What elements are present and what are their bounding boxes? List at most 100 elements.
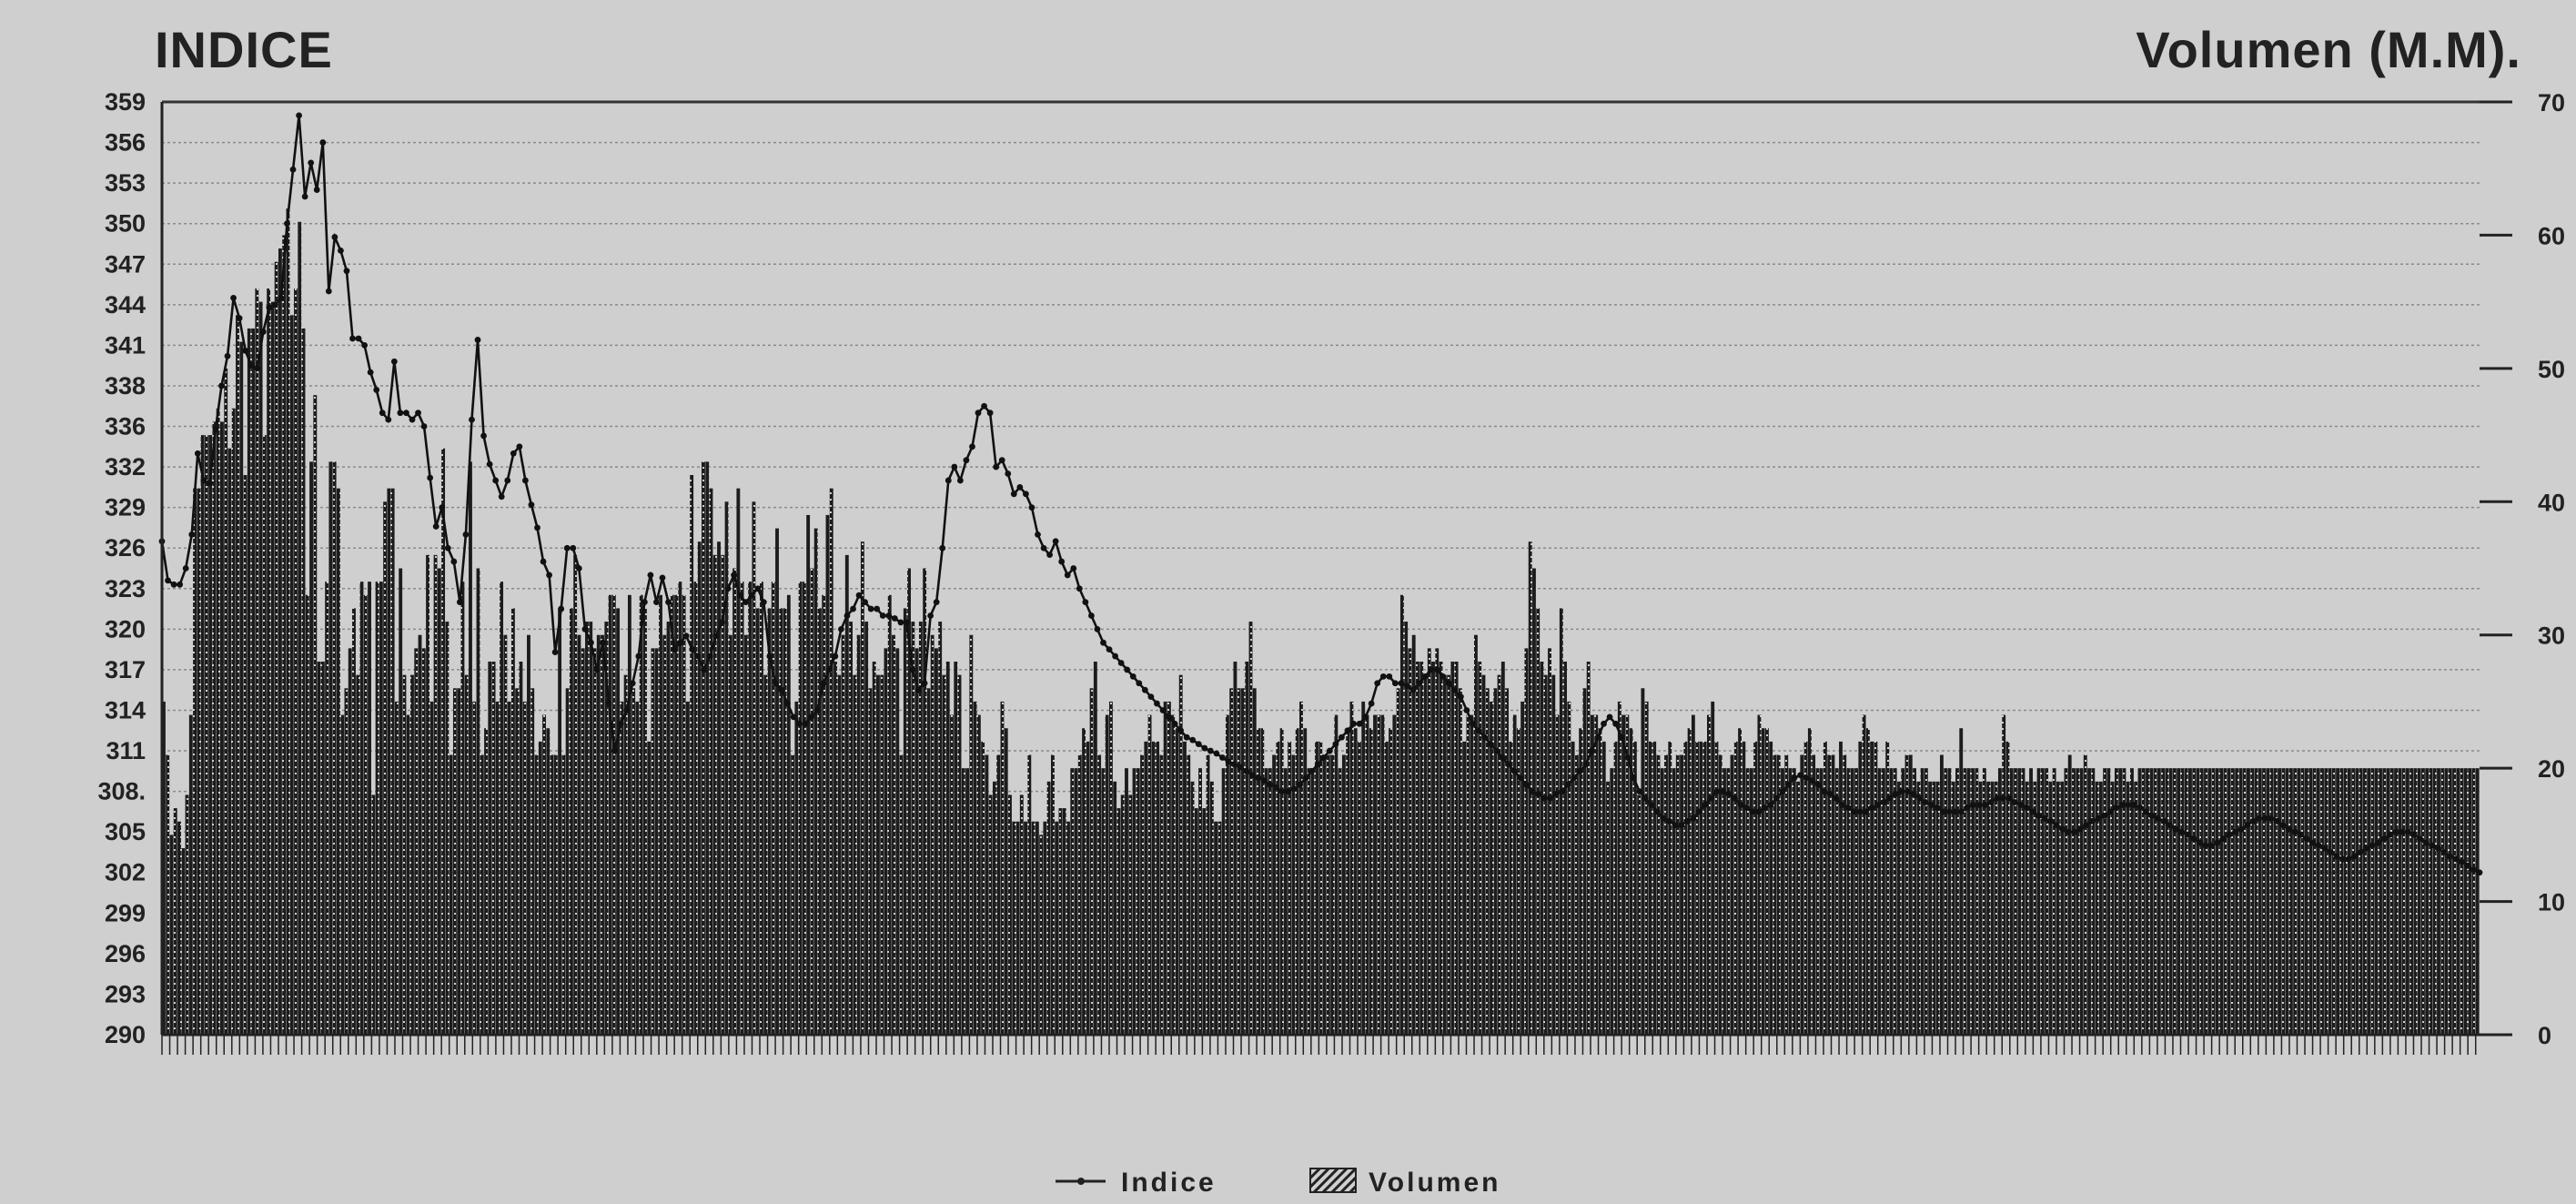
indice-point (820, 680, 827, 687)
indice-point (546, 572, 552, 579)
indice-point (1797, 772, 1803, 779)
volumen-bar (1745, 768, 1750, 1035)
indice-point (844, 612, 851, 619)
volumen-bar (1982, 768, 1986, 1035)
volumen-bar (702, 461, 705, 1035)
volumen-bar (611, 594, 616, 1035)
indice-point (259, 329, 267, 335)
volumen-bar (853, 674, 857, 1035)
indice-point (1183, 734, 1190, 741)
indice-point (2155, 814, 2161, 822)
volumen-bar (1046, 781, 1051, 1035)
volumen-bar (1384, 741, 1389, 1035)
indice-point (748, 592, 755, 599)
volumen-bar (743, 634, 748, 1035)
volumen-bar (2320, 768, 2324, 1035)
volumen-bar (2153, 768, 2157, 1035)
volumen-bar (849, 622, 854, 1035)
volumen-bar (553, 754, 558, 1035)
indice-point (563, 544, 571, 551)
volumen-bar (585, 622, 589, 1035)
volumen-bar (2305, 768, 2308, 1035)
indice-point (492, 477, 500, 484)
volumen-bar (1563, 662, 1568, 1035)
indice-point (766, 653, 773, 660)
indice-point (1856, 808, 1864, 815)
volumen-bar (1955, 768, 1959, 1035)
left-tick-label: 311 (106, 737, 146, 764)
volumen-bar (1632, 741, 1637, 1035)
volumen-bar (1365, 714, 1369, 1035)
volumen-bar (426, 554, 429, 1035)
indice-point (712, 632, 720, 640)
indice-point (1404, 683, 1410, 690)
volumen-bar (2468, 768, 2472, 1035)
indice-point (2142, 808, 2149, 815)
right-tick-label: 50 (2538, 356, 2565, 383)
volumen-bar (717, 541, 721, 1035)
volumen-bar (1598, 728, 1602, 1035)
volumen-bar (2456, 768, 2460, 1035)
volumen-bar (282, 235, 287, 1035)
volumen-bar (907, 568, 912, 1035)
indice-point (1975, 802, 1983, 808)
indice-point (1892, 791, 1899, 797)
volumen-bar (573, 554, 578, 1035)
indice-point (665, 599, 672, 606)
volumen-bar (1908, 754, 1913, 1035)
indice-point (289, 166, 297, 173)
indice-point (1779, 788, 1786, 795)
volumen-bar (1221, 768, 1226, 1035)
volumen-bar (1039, 835, 1044, 1035)
volumen-bar (1439, 662, 1443, 1035)
indice-point (2351, 853, 2358, 860)
indice-point (1058, 558, 1066, 565)
indice-point (2160, 817, 2167, 825)
indice-point (1612, 720, 1620, 727)
volumen-bar (2398, 768, 2402, 1035)
indice-point (1505, 761, 1512, 768)
volumen-bar (457, 688, 461, 1035)
indice-point (278, 294, 285, 301)
volumen-bar (1035, 821, 1039, 1035)
volumen-bar (538, 741, 542, 1035)
volumen-bar (1699, 741, 1703, 1035)
volumen-bar (1206, 754, 1210, 1035)
volumen-bar (1532, 568, 1536, 1035)
volumen-bar (2134, 781, 2138, 1035)
volumen-bar (1702, 741, 1707, 1035)
indice-point (647, 572, 654, 579)
indice-point (1678, 822, 1685, 829)
indice-point (731, 572, 737, 579)
volumen-bar (1416, 662, 1419, 1035)
indice-point (874, 605, 881, 612)
volumen-bar (173, 808, 177, 1035)
volumen-bar (2137, 768, 2142, 1035)
indice-point (802, 720, 809, 727)
volumen-bar (309, 461, 313, 1035)
indice-point (247, 362, 255, 369)
indice-point (1886, 794, 1894, 802)
volumen-bar (1237, 688, 1241, 1035)
indice-point (2369, 842, 2376, 849)
legend-indice-label: Indice (1121, 1168, 1217, 1198)
indice-point (1874, 802, 1882, 808)
volumen-bar (2405, 768, 2409, 1035)
indice-point (2422, 839, 2430, 846)
volumen-bar (437, 568, 441, 1035)
indice-point (1844, 804, 1852, 811)
volumen-bar (779, 608, 783, 1035)
volumen-bar (1431, 662, 1435, 1035)
volumen-bar (1089, 688, 1094, 1035)
volumen-bar (1812, 754, 1816, 1035)
indice-point (593, 666, 601, 673)
volumen-bar (1377, 714, 1381, 1035)
volumen-bar (1951, 781, 1955, 1035)
indice-point (1046, 551, 1053, 559)
indice-point (1707, 794, 1714, 802)
indice-point (1898, 788, 1905, 795)
volumen-bar (1613, 741, 1618, 1035)
volumen-bar (1641, 688, 1645, 1035)
volumen-bar (693, 582, 698, 1035)
volumen-bar (1183, 741, 1187, 1035)
